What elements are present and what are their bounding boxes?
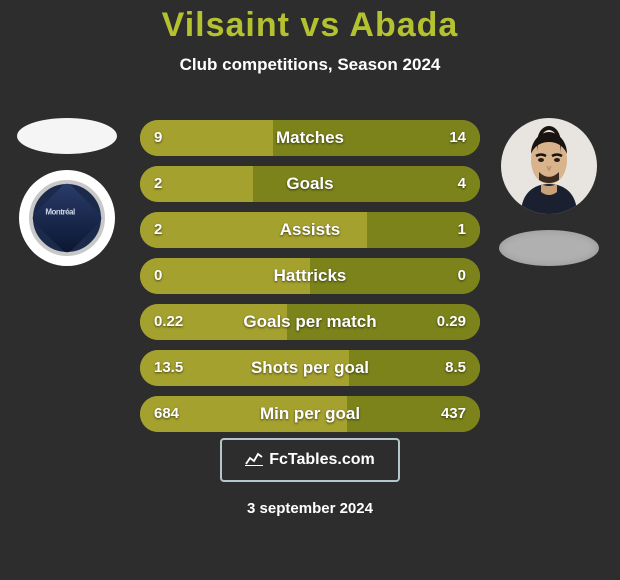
stats-area: 914Matches 24Goals 21Assists 00Hattricks 0.2… <box>140 120 480 442</box>
left-player-placeholder <box>17 118 117 154</box>
stat-label: Goals per match <box>140 304 480 340</box>
right-player-photo <box>501 118 597 214</box>
player-face-icon <box>501 118 597 214</box>
stat-row: 13.58.5Shots per goal <box>140 350 480 386</box>
stat-label: Min per goal <box>140 396 480 432</box>
stat-label: Shots per goal <box>140 350 480 386</box>
stat-row: 00Hattricks <box>140 258 480 294</box>
footer-brand-text: FcTables.com <box>269 451 375 469</box>
stat-label: Hattricks <box>140 258 480 294</box>
right-player-column <box>494 118 604 266</box>
stat-label: Matches <box>140 120 480 156</box>
montreal-text: Montréal <box>45 207 74 216</box>
montreal-crest: Montréal <box>29 180 105 256</box>
date-label: 3 september 2024 <box>0 500 620 517</box>
page-title: Vilsaint vs Abada <box>0 0 620 45</box>
right-club-placeholder <box>499 230 599 266</box>
page-subtitle: Club competitions, Season 2024 <box>0 55 620 75</box>
stat-row: 914Matches <box>140 120 480 156</box>
left-club-badge: Montréal <box>19 170 115 266</box>
root: Vilsaint vs Abada Club competitions, Sea… <box>0 0 620 580</box>
stat-row: 21Assists <box>140 212 480 248</box>
footer-brand-box[interactable]: FcTables.com <box>220 438 400 482</box>
stat-row: 24Goals <box>140 166 480 202</box>
montreal-shield-icon: Montréal <box>30 181 104 255</box>
stat-row: 0.220.29Goals per match <box>140 304 480 340</box>
left-player-column: Montréal <box>12 118 122 266</box>
stat-row: 684437Min per goal <box>140 396 480 432</box>
chart-icon <box>245 450 263 471</box>
stat-label: Assists <box>140 212 480 248</box>
stat-label: Goals <box>140 166 480 202</box>
